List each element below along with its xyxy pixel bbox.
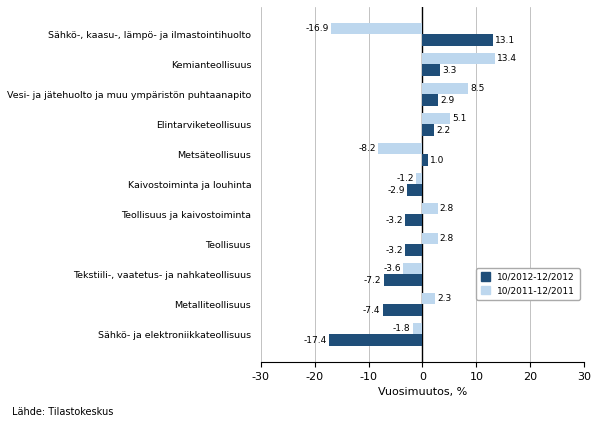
Text: 2.9: 2.9 — [440, 96, 454, 105]
Text: -1.8: -1.8 — [393, 324, 411, 333]
Bar — [422, 35, 493, 46]
Bar — [422, 203, 438, 214]
Text: -1.2: -1.2 — [396, 174, 414, 183]
Bar — [422, 113, 450, 125]
Bar — [422, 125, 434, 136]
Bar — [416, 173, 422, 184]
Bar — [405, 245, 422, 256]
Bar — [405, 214, 422, 226]
Bar — [331, 23, 422, 35]
Text: 1.0: 1.0 — [430, 156, 444, 165]
Text: -16.9: -16.9 — [306, 24, 329, 33]
Text: -7.4: -7.4 — [363, 306, 380, 314]
Bar — [422, 53, 495, 64]
Bar — [422, 155, 428, 166]
Text: 8.5: 8.5 — [471, 84, 485, 93]
Text: -2.9: -2.9 — [388, 186, 405, 195]
Text: -17.4: -17.4 — [303, 336, 327, 345]
Text: -3.2: -3.2 — [386, 245, 403, 255]
Bar — [384, 274, 422, 286]
Bar — [422, 233, 438, 245]
Bar — [403, 263, 422, 274]
Text: 5.1: 5.1 — [452, 114, 466, 123]
Text: -8.2: -8.2 — [359, 144, 376, 153]
Bar — [407, 184, 422, 196]
Bar — [422, 94, 438, 106]
X-axis label: Vuosimuutos, %: Vuosimuutos, % — [378, 387, 467, 397]
Text: -7.2: -7.2 — [364, 276, 382, 285]
Text: 13.1: 13.1 — [495, 36, 515, 45]
Bar — [422, 293, 435, 304]
Bar — [413, 323, 422, 334]
Legend: 10/2012-12/2012, 10/2011-12/2011: 10/2012-12/2012, 10/2011-12/2011 — [477, 268, 579, 300]
Text: 2.2: 2.2 — [437, 125, 451, 135]
Text: -3.6: -3.6 — [383, 264, 401, 273]
Text: 2.3: 2.3 — [437, 294, 451, 303]
Bar — [383, 304, 422, 316]
Text: 2.8: 2.8 — [440, 234, 454, 243]
Text: 2.8: 2.8 — [440, 204, 454, 213]
Bar — [422, 83, 468, 94]
Text: -3.2: -3.2 — [386, 216, 403, 225]
Text: 13.4: 13.4 — [497, 54, 517, 63]
Bar — [329, 334, 422, 346]
Text: 3.3: 3.3 — [443, 66, 457, 75]
Bar — [422, 64, 440, 76]
Text: Lähde: Tilastokeskus: Lähde: Tilastokeskus — [12, 407, 114, 417]
Bar — [379, 143, 422, 155]
